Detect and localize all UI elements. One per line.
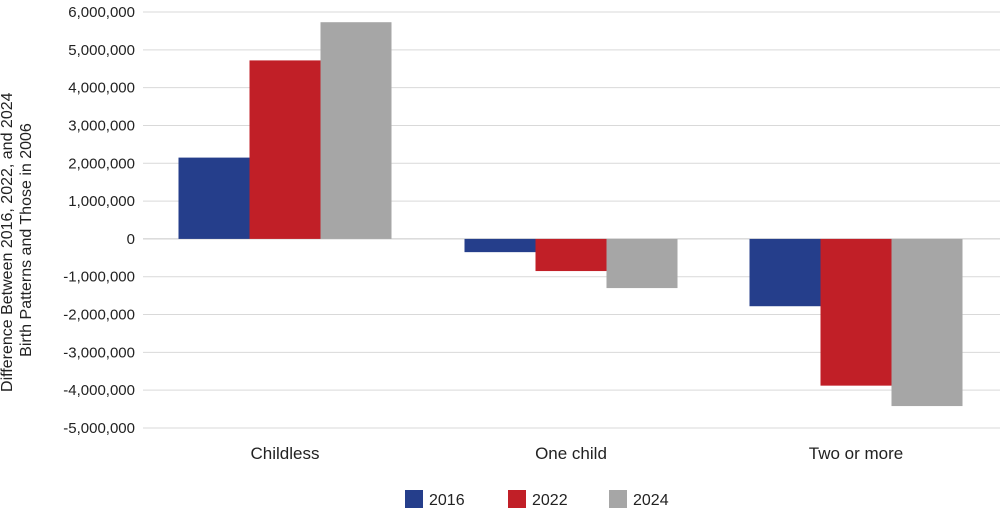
y-tick-label: 4,000,000 [68,80,135,97]
bar-2024-two-or-more [891,238,963,407]
x-axis-labels: Childless One child Two or more [251,444,904,463]
legend-swatch-2022 [508,490,526,508]
bar-2016-one-child [464,238,536,253]
bars [178,22,963,407]
bar-2016-two-or-more [749,238,821,307]
bar-2016-childless [178,157,250,239]
y-axis-title: Difference Between 2016, 2022, and 2024 … [0,88,35,392]
x-category-label: One child [535,444,607,463]
bar-2022-childless [249,60,321,239]
bar-2024-one-child [606,238,678,289]
y-tick-label: 2,000,000 [68,155,135,172]
x-category-label: Childless [251,444,320,463]
legend-label-2016: 2016 [429,492,465,509]
y-axis-title-line2: Birth Patterns and Those in 2006 [18,123,35,357]
y-tick-label: -4,000,000 [63,382,135,399]
y-axis-title-line1: Difference Between 2016, 2022, and 2024 [0,92,16,392]
y-tick-label: 3,000,000 [68,117,135,134]
bar-2022-one-child [535,238,607,272]
y-tick-label: 6,000,000 [68,4,135,21]
legend-swatch-2016 [405,490,423,508]
bar-2024-childless [320,22,392,239]
legend-swatch-2024 [609,490,627,508]
y-axis-ticks: 6,000,000 5,000,000 4,000,000 3,000,000 2,00… [63,4,135,437]
y-tick-label: -3,000,000 [63,344,135,361]
y-tick-label: -5,000,000 [63,420,135,437]
legend-label-2024: 2024 [633,492,669,509]
y-tick-label: 1,000,000 [68,193,135,210]
y-tick-label: 0 [127,231,135,248]
y-tick-label: -2,000,000 [63,307,135,324]
legend-label-2022: 2022 [532,492,568,509]
legend: 2016 2022 2024 [405,490,669,509]
y-tick-label: -1,000,000 [63,269,135,286]
y-tick-label: 5,000,000 [68,42,135,59]
x-category-label: Two or more [809,444,903,463]
bar-2022-two-or-more [820,238,892,386]
